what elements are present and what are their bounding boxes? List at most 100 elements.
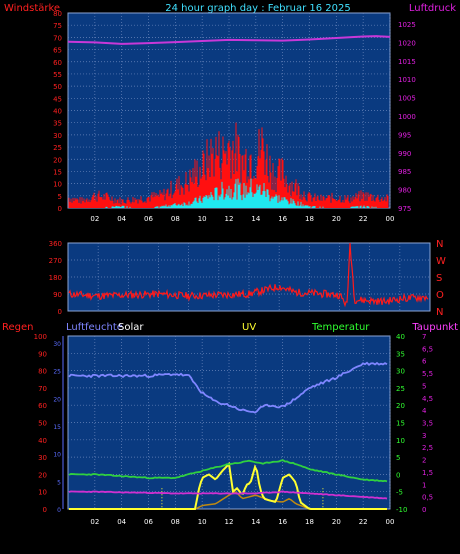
x-tick-label: 06 (144, 518, 153, 526)
regen-tick-label: 70 (38, 385, 47, 393)
temperatur-tick-label: -10 (396, 506, 407, 514)
x-tick-label: 06 (144, 215, 153, 223)
x-tick-label: 20 (332, 215, 341, 223)
regen-tick-label: 80 (38, 368, 47, 376)
x-tick-label: 10 (198, 215, 207, 223)
temperatur-tick-label: 15 (396, 420, 405, 428)
regen-axis: 0 10 20 30 40 50 60 70 80 90 100 (34, 333, 47, 514)
windstaerke-tick-label: 45 (53, 95, 62, 103)
x-tick-label: 16 (278, 518, 287, 526)
compass-label: S (436, 273, 442, 284)
taupunkt-tick-label: 5 (422, 382, 426, 390)
luftdruck-axis: 975 980 985 990 995 1000 1005 1010 1015 1020 1025 (398, 21, 416, 213)
windstaerke-tick-label: 5 (58, 193, 62, 201)
windstaerke-tick-label: 20 (53, 156, 62, 164)
luftdruck-tick-label: 1005 (398, 95, 416, 103)
x-tick-label: 00 (386, 518, 395, 526)
regen-tick-label: 10 (38, 489, 47, 497)
windstaerke-tick-label: 35 (53, 120, 62, 128)
windstaerke-tick-label: 55 (53, 71, 62, 79)
axis-title-uv: UV (242, 322, 256, 333)
windstaerke-tick-label: 30 (53, 132, 62, 140)
left-axis-title-windstaerke: Windstärke (4, 3, 60, 14)
luftdruck-tick-label: 1025 (398, 21, 416, 29)
taupunkt-tick-label: 4 (422, 407, 427, 415)
wind-avg-bars (105, 178, 377, 208)
taupunkt-tick-label: 0 (422, 506, 426, 514)
taupunkt-tick-label: 3 (422, 432, 426, 440)
temperatur-tick-label: 10 (396, 437, 405, 445)
taupunkt-tick-label: 5,5 (422, 370, 433, 378)
luftfeuchte-tick-label: 20 (53, 396, 61, 403)
x-tick-label: 18 (305, 215, 314, 223)
regen-tick-label: 50 (38, 420, 47, 428)
direction-tick-label: 90 (53, 291, 62, 299)
axis-title-luftfeuchte: Luftfeuchte (66, 322, 123, 333)
windstaerke-tick-label: 25 (53, 144, 62, 152)
x-tick-label: 02 (90, 215, 99, 223)
regen-tick-label: 0 (43, 506, 47, 514)
regen-tick-label: 40 (38, 437, 47, 445)
x-tick-label: 12 (225, 518, 234, 526)
direction-degree-axis: 0 90 180 270 360 (49, 240, 62, 316)
temperatur-tick-label: 25 (396, 385, 405, 393)
temperatur-tick-label: 35 (396, 350, 405, 358)
luftdruck-tick-label: 975 (398, 205, 411, 213)
x-tick-label: 00 (386, 215, 395, 223)
axis-title-taupunkt: Taupunkt (411, 322, 458, 333)
taupunkt-tick-label: 6,5 (422, 345, 433, 353)
luftdruck-tick-label: 1015 (398, 58, 416, 66)
x-tick-label: 02 (90, 518, 99, 526)
luftfeuchte-tick-label: 5 (57, 479, 61, 486)
taupunkt-tick-label: 0,5 (422, 494, 433, 502)
x-tick-label: 22 (359, 518, 368, 526)
direction-tick-label: 180 (49, 274, 62, 282)
taupunkt-tick-label: 2 (422, 457, 426, 465)
windstaerke-axis: 0 5 10 15 20 25 30 35 40 45 50 55 60 65 70 75 80 (53, 10, 62, 213)
luftdruck-tick-label: 990 (398, 150, 411, 158)
x-tick-label: 18 (305, 518, 314, 526)
windstaerke-tick-label: 60 (53, 59, 62, 67)
chart-title: 24 hour graph day : Februar 16 2025 (165, 3, 350, 14)
compass-label: W (436, 256, 446, 267)
temperatur-tick-label: 30 (396, 368, 405, 376)
luftfeuchte-tick-label: 15 (53, 424, 61, 431)
right-axis-title-luftdruck: Luftdruck (409, 3, 456, 14)
temperatur-tick-label: 20 (396, 402, 405, 410)
temperatur-line (68, 459, 388, 483)
regen-tick-label: 20 (38, 471, 47, 479)
luftfeuchte-tick-label: 10 (53, 452, 61, 459)
windstaerke-tick-label: 15 (53, 168, 62, 176)
regen-tick-label: 100 (34, 333, 47, 341)
luftfeuchte-tick-label: 30 (53, 341, 61, 348)
compass-label: N (436, 307, 443, 318)
temperatur-tick-label: 0 (396, 471, 400, 479)
direction-tick-label: 270 (49, 257, 62, 265)
luftdruck-tick-label: 980 (398, 187, 411, 195)
x-tick-label: 08 (171, 518, 180, 526)
windstaerke-tick-label: 65 (53, 47, 62, 55)
luftfeuchte-tick-label: 0 (57, 507, 61, 514)
regen-tick-label: 90 (38, 350, 47, 358)
luftfeuchte-line (68, 361, 388, 414)
taupunkt-tick-label: 1 (422, 481, 426, 489)
windstaerke-tick-label: 10 (53, 181, 62, 189)
temperatur-axis: -10 -5 0 5 10 15 20 25 30 35 40 (396, 333, 407, 514)
axis-title-temperatur: Temperatur (311, 322, 370, 333)
wind-pressure-x-axis: 02 04 06 08 10 12 14 16 18 20 22 00 (90, 215, 394, 223)
luftdruck-tick-label: 995 (398, 131, 411, 139)
temperatur-tick-label: -5 (396, 489, 403, 497)
taupunkt-tick-label: 4,5 (422, 395, 433, 403)
regen-tick-label: 60 (38, 402, 47, 410)
windstaerke-tick-label: 50 (53, 83, 62, 91)
compass-label: N (436, 239, 443, 250)
windstaerke-tick-label: 80 (53, 10, 62, 18)
x-tick-label: 20 (332, 518, 341, 526)
temperatur-tick-label: 5 (396, 454, 400, 462)
windstaerke-tick-label: 70 (53, 34, 62, 42)
taupunkt-tick-label: 2,5 (422, 444, 433, 452)
axis-title-regen: Regen (2, 322, 34, 333)
luftdruck-line (67, 35, 391, 45)
